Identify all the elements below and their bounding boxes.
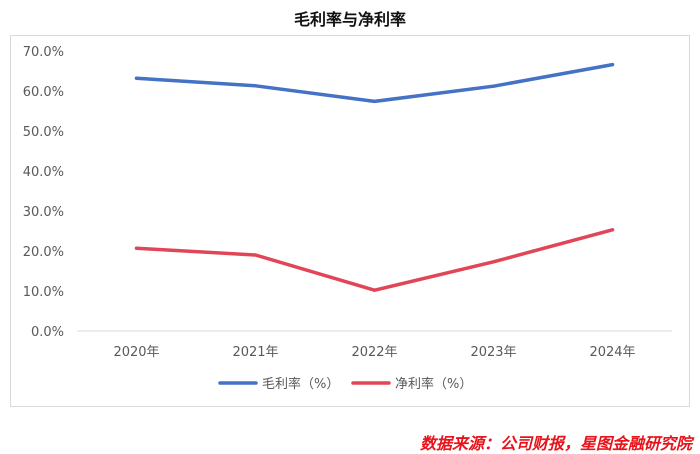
gross-margin-point [610, 63, 615, 67]
y-tick-label: 30.0% [23, 205, 64, 220]
net-margin-point [491, 260, 496, 264]
x-tick-label: 2022年 [351, 345, 397, 360]
legend-label-gross-margin: 毛利率（%） [262, 376, 339, 392]
y-tick-label: 50.0% [23, 125, 64, 140]
gross-margin-line [134, 62, 615, 104]
chart-frame [10, 35, 690, 407]
x-tick-label: 2023年 [470, 345, 516, 360]
net-margin-point [372, 288, 377, 292]
gross-margin-point [253, 84, 258, 88]
net-margin-point [253, 253, 258, 257]
net-margin-point [134, 246, 139, 250]
y-tick-label: 60.0% [23, 85, 64, 100]
x-tick-label: 2024年 [589, 345, 635, 360]
gross-margin-point [372, 99, 377, 103]
data-source-note: 数据来源：公司财报，星图金融研究院 [419, 434, 692, 453]
gross-margin-point [134, 76, 139, 80]
y-tick-label: 40.0% [23, 165, 64, 180]
x-tick-label: 2021年 [232, 345, 278, 360]
y-tick-label: 20.0% [23, 245, 64, 260]
gross-margin-point [491, 84, 496, 88]
y-tick-label: 10.0% [23, 285, 64, 300]
y-tick-label: 70.0% [23, 45, 64, 60]
y-tick-label: 0.0% [31, 325, 64, 340]
x-tick-label: 2020年 [113, 345, 159, 360]
net-margin-line [134, 228, 615, 292]
net-margin-point [610, 228, 615, 232]
chart-title: 毛利率与净利率 [293, 10, 406, 29]
legend-label-net-margin: 净利率（%） [395, 376, 472, 392]
